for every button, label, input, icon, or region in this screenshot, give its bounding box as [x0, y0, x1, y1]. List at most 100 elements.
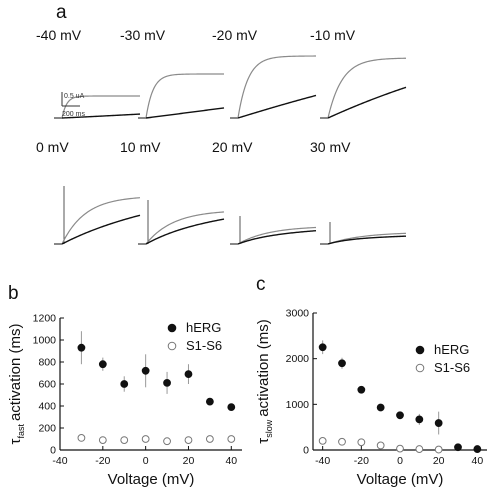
- point-s1s6: [434, 445, 443, 454]
- legend-marker: [167, 341, 177, 351]
- y-axis-label-main: activation (ms): [255, 319, 272, 417]
- point-herg: [357, 385, 366, 394]
- trace-herg: [237, 230, 317, 245]
- x-tick-label: 0: [397, 455, 403, 467]
- y-axis-label-prefix: τ: [7, 438, 24, 444]
- legend-label: hERG: [434, 342, 469, 357]
- point-herg: [163, 379, 171, 387]
- point-herg: [473, 445, 482, 453]
- trace-herg: [327, 86, 407, 119]
- point-s1s6: [184, 436, 193, 445]
- x-tick-label: 0: [143, 455, 149, 467]
- legend-label: S1-S6: [434, 360, 470, 375]
- point-s1s6: [163, 437, 171, 446]
- trace-label: -40 mV: [36, 27, 82, 43]
- point-s1s6: [120, 436, 129, 445]
- x-axis-label: Voltage (mV): [357, 471, 444, 488]
- point-s1s6: [141, 435, 150, 443]
- legend-label: S1-S6: [186, 338, 222, 353]
- chart-c: 0 1000 2000 3000 -40 -20 0 20 40 Voltage (mV) τslo…: [255, 308, 487, 488]
- trace-label: -20 mV: [212, 27, 258, 43]
- point-s1s6: [318, 436, 327, 445]
- y-tick-label: 200: [38, 423, 56, 435]
- panel-b-letter: b: [8, 283, 19, 304]
- point-herg: [376, 403, 385, 412]
- chart-b: 0 200 400 600 800 1000 1200 -40 -20 0 20 40 Voltage …: [7, 313, 242, 488]
- panel-a-letter: a: [56, 2, 67, 23]
- point-s1s6: [227, 435, 236, 443]
- point-s1s6: [396, 444, 404, 453]
- y-tick-label: 800: [38, 357, 56, 369]
- trace-herg: [61, 113, 141, 119]
- legend-marker: [167, 323, 177, 333]
- x-tick-label: 40: [225, 455, 237, 467]
- trace-label: -30 mV: [120, 27, 166, 43]
- y-axis-label: τfast activation (ms): [7, 324, 26, 445]
- point-s1s6: [357, 438, 366, 447]
- y-axis-label-sub: fast: [16, 424, 26, 439]
- x-tick-label: -40: [315, 455, 330, 467]
- current-traces: -40 mV -30 mV -20 mV -10 mV 0 mV 10 mV 20 mV 30…: [36, 27, 407, 245]
- scale-current-label: 0.5 uA: [64, 93, 85, 100]
- x-tick-label: -20: [354, 455, 369, 467]
- y-tick-label: 3000: [286, 308, 310, 320]
- trace-s1s6: [327, 57, 407, 119]
- x-tick-label: 20: [183, 455, 195, 467]
- scale-bar: 0.5 uA 200 ms: [61, 92, 85, 118]
- trace-herg: [237, 94, 317, 119]
- point-herg: [98, 360, 107, 369]
- trace-herg: [145, 107, 225, 119]
- trace-s1s6: [61, 95, 140, 119]
- x-axis-label: Voltage (mV): [108, 471, 195, 488]
- trace-s1s6: [145, 73, 224, 119]
- point-herg: [318, 343, 327, 352]
- y-tick-label: 600: [38, 379, 56, 391]
- trace-label: 30 mV: [310, 139, 351, 155]
- trace-s1s6: [327, 232, 407, 245]
- legend-marker: [415, 363, 425, 373]
- trace-s1s6: [61, 197, 141, 245]
- y-tick-label: 1000: [33, 335, 57, 347]
- y-axis-label-prefix: τ: [255, 438, 272, 444]
- point-herg: [141, 366, 150, 375]
- scale-time-label: 200 ms: [62, 111, 85, 118]
- trace-s1s6: [237, 55, 316, 119]
- y-axis-label: τslow activation (ms): [255, 319, 274, 443]
- legend-marker: [415, 345, 425, 355]
- point-s1s6: [205, 435, 214, 443]
- x-tick-label: 20: [433, 455, 445, 467]
- point-s1s6: [98, 436, 107, 445]
- point-s1s6: [338, 437, 346, 446]
- point-herg: [338, 359, 346, 368]
- panel-c-letter: c: [256, 274, 266, 295]
- y-tick-label: 2000: [286, 353, 310, 365]
- y-tick-label: 1000: [286, 399, 310, 411]
- point-herg: [434, 419, 443, 427]
- point-herg: [454, 443, 462, 452]
- x-tick-label: -40: [52, 455, 67, 467]
- point-herg: [396, 411, 404, 420]
- trace-s1s6: [237, 226, 317, 245]
- y-tick-label: 400: [38, 401, 56, 413]
- point-herg: [120, 380, 129, 388]
- trace-label: 0 mV: [36, 139, 69, 155]
- y-tick-label: 0: [303, 445, 309, 457]
- trace-herg: [327, 235, 407, 245]
- trace-herg: [145, 218, 225, 245]
- point-herg: [205, 397, 214, 406]
- legend-label: hERG: [186, 320, 221, 335]
- point-s1s6: [415, 445, 424, 453]
- trace-label: 10 mV: [120, 139, 161, 155]
- point-herg: [227, 403, 236, 412]
- trace-label: 20 mV: [212, 139, 253, 155]
- point-herg: [77, 343, 86, 352]
- trace-herg: [61, 214, 141, 245]
- point-herg: [184, 370, 193, 379]
- y-axis-label-main: activation (ms): [7, 324, 24, 422]
- trace-label: -10 mV: [310, 27, 356, 43]
- point-s1s6: [376, 441, 385, 450]
- x-tick-label: 40: [471, 455, 483, 467]
- x-tick-label: -20: [95, 455, 110, 467]
- trace-s1s6: [145, 211, 225, 245]
- y-tick-label: 1200: [33, 313, 57, 325]
